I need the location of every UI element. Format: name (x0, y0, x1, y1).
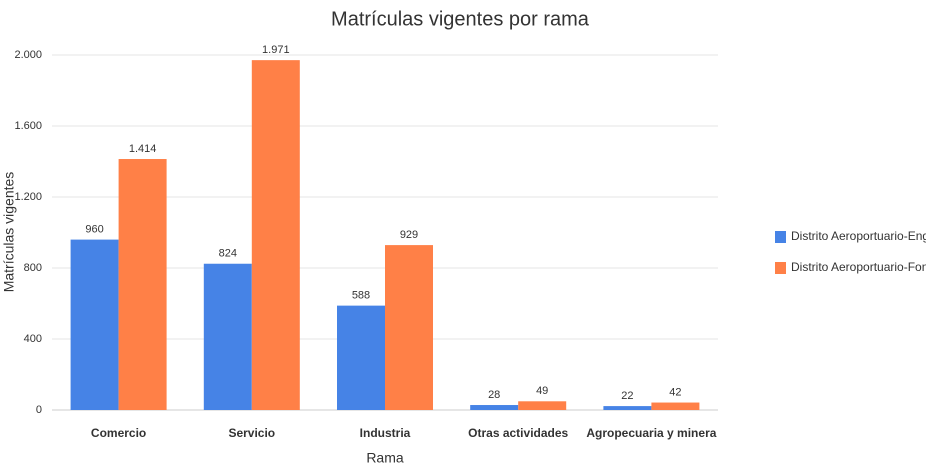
x-tick-label: Otras actividades (468, 426, 568, 440)
data-label: 1.414 (129, 143, 157, 155)
bar (251, 60, 300, 411)
y-tick-label: 800 (24, 262, 42, 274)
x-tick-label: Industria (360, 426, 411, 440)
legend-swatch (775, 262, 786, 274)
data-label: 960 (85, 224, 103, 236)
bar (651, 402, 700, 410)
x-axis-title: Rama (366, 450, 404, 466)
y-tick-label: 400 (24, 333, 42, 345)
y-tick-label: 1.200 (14, 191, 42, 203)
y-tick-label: 1.600 (14, 120, 42, 132)
bar (603, 406, 652, 410)
data-label: 824 (219, 248, 237, 260)
bar (70, 239, 119, 410)
data-label: 588 (352, 290, 370, 302)
data-label: 49 (536, 385, 548, 397)
y-tick-label: 2.000 (14, 49, 42, 61)
legend-label: Distrito Aeroportuario-Engativá (791, 229, 926, 243)
chart-title: Matrículas vigentes por rama (331, 8, 590, 30)
y-axis-title: Matrículas vigentes (1, 172, 17, 293)
data-label: 22 (621, 390, 633, 402)
bar (385, 245, 433, 410)
bar (337, 305, 385, 410)
x-tick-label: Comercio (91, 426, 146, 440)
data-label: 42 (669, 386, 681, 398)
data-label: 929 (400, 229, 418, 241)
legend-swatch (775, 231, 786, 243)
data-label: 1.971 (262, 44, 290, 56)
bar (470, 405, 519, 410)
x-tick-label: Agropecuaria y minera (586, 426, 716, 440)
bar (203, 263, 252, 410)
bar (118, 159, 167, 410)
y-tick-label: 0 (36, 404, 42, 416)
x-tick-label: Servicio (228, 426, 275, 440)
data-label: 28 (488, 389, 500, 401)
bar (518, 401, 567, 410)
legend-label: Distrito Aeroportuario-Fontibón (791, 260, 926, 274)
